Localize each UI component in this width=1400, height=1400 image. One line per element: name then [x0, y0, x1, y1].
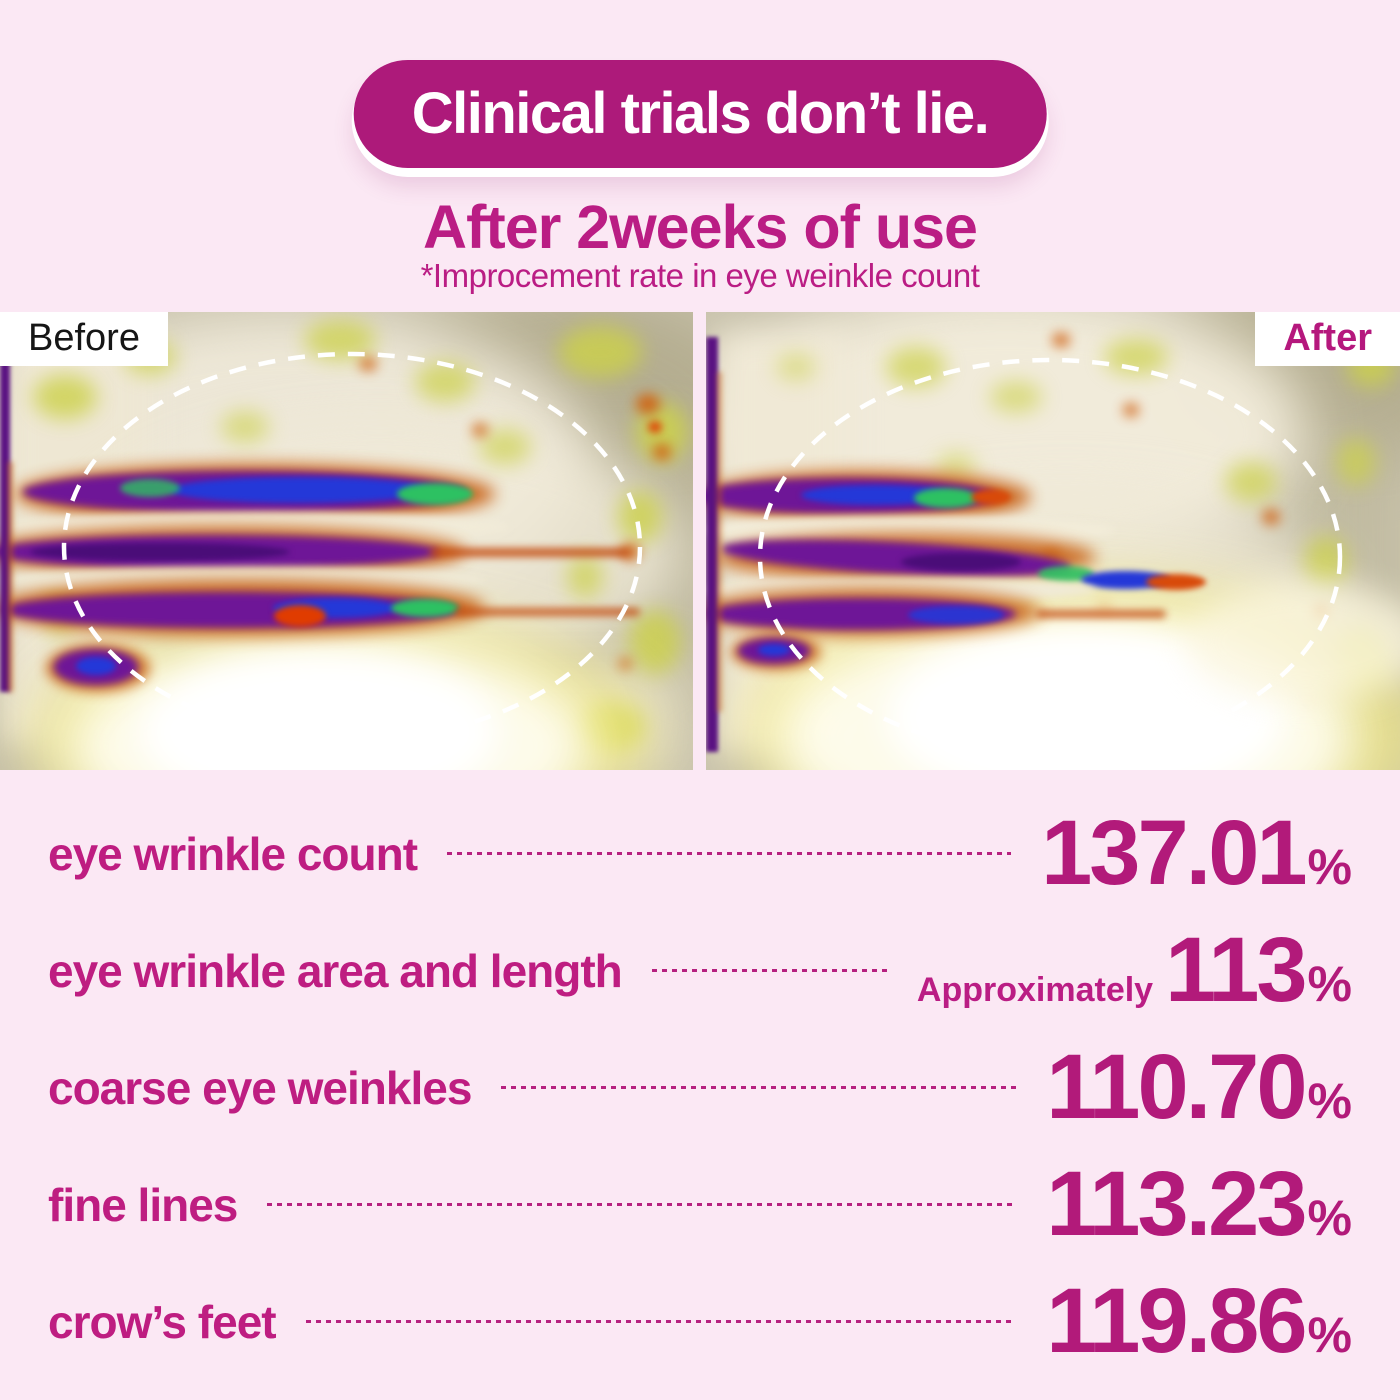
after-highlight-oval	[757, 357, 1343, 757]
dotted-leader	[651, 969, 887, 972]
stat-unit: %	[1307, 1307, 1352, 1363]
stat-row: eye wrinkle count 137.01 %	[48, 795, 1352, 912]
before-thermal-image	[0, 312, 693, 770]
headline-pill: Clinical trials don’t lie.	[353, 60, 1047, 168]
after-panel: After	[706, 312, 1400, 770]
stat-row: fine lines 113.23 %	[48, 1146, 1352, 1263]
before-highlight-oval	[61, 351, 643, 743]
before-label: Before	[0, 312, 168, 366]
stat-unit: %	[1307, 839, 1352, 895]
stat-value: 119.86	[1046, 1270, 1307, 1372]
stat-row: eye wrinkle area and length Approximatel…	[48, 912, 1352, 1029]
stat-value-group: Approximately 113 %	[917, 918, 1352, 1023]
stat-label: coarse eye weinkles	[48, 1061, 472, 1114]
stat-value-group: 137.01 %	[1041, 801, 1352, 906]
stat-value: 137.01	[1041, 802, 1307, 904]
stat-value-group: 113.23 %	[1046, 1152, 1352, 1257]
stat-prefix: Approximately	[916, 971, 1154, 1009]
stats-list: eye wrinkle count 137.01 % eye wrinkle a…	[48, 795, 1352, 1380]
stat-value: 113.23	[1046, 1153, 1307, 1255]
stat-unit: %	[1307, 956, 1352, 1012]
stat-row: coarse eye weinkles 110.70 %	[48, 1029, 1352, 1146]
stat-label: eye wrinkle area and length	[48, 944, 623, 997]
stat-value-group: 119.86 %	[1046, 1269, 1352, 1374]
dotted-leader	[501, 1086, 1017, 1089]
after-thermal-image	[706, 312, 1400, 770]
stat-value-group: 110.70 %	[1046, 1035, 1352, 1140]
stat-value: 113	[1165, 919, 1307, 1021]
stat-unit: %	[1307, 1073, 1352, 1129]
stat-unit: %	[1307, 1190, 1352, 1246]
after-label: After	[1255, 312, 1400, 366]
dotted-leader	[447, 852, 1012, 855]
stat-label: fine lines	[48, 1178, 238, 1231]
footnote: *Improcement rate in eye weinkle count	[420, 257, 980, 294]
subtitle: After 2weeks of use	[423, 193, 978, 261]
dotted-leader	[305, 1320, 1017, 1323]
before-panel: Before	[0, 312, 693, 770]
headline-text: Clinical trials don’t lie.	[411, 81, 990, 146]
stat-label: crow’s feet	[48, 1295, 277, 1348]
stat-label: eye wrinkle count	[48, 827, 418, 880]
before-after-comparison: Before	[0, 312, 1400, 770]
dotted-leader	[267, 1203, 1017, 1206]
stat-value: 110.70	[1046, 1036, 1307, 1138]
stat-row: crow’s feet 119.86 %	[48, 1263, 1352, 1380]
